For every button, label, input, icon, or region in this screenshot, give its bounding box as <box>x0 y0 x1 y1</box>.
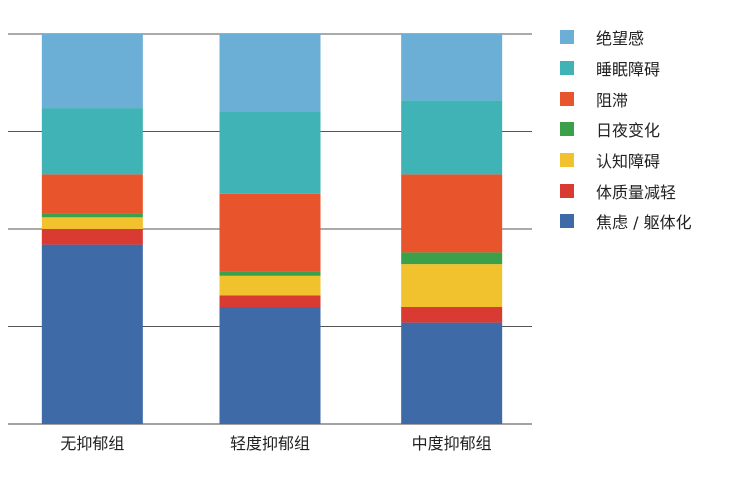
bar-segment <box>219 275 321 296</box>
legend-swatch <box>560 122 574 137</box>
bar-segment <box>41 244 143 424</box>
legend-label: 日夜变化 <box>596 121 661 141</box>
legend-swatch <box>560 153 574 168</box>
bar-segment <box>41 217 143 229</box>
bar-segment <box>41 174 143 214</box>
legend-label: 体质量减轻 <box>596 182 677 202</box>
legend-item: 阻滞 <box>560 83 692 114</box>
bar-segment <box>41 34 143 109</box>
legend-swatch <box>560 61 574 76</box>
legend-swatch <box>560 91 574 106</box>
bar-segment <box>401 174 503 253</box>
legend-item: 体质量减轻 <box>560 175 692 206</box>
x-tick-label: 中度抑郁组 <box>412 434 492 453</box>
bar-segment <box>401 252 503 265</box>
bar-segment <box>219 307 321 424</box>
legend-item: 绝望感 <box>560 22 692 53</box>
legend: 绝望感睡眠障碍阻滞日夜变化认知障碍体质量减轻焦虑 / 躯体化 <box>560 22 692 237</box>
legend-label: 睡眠障碍 <box>596 60 661 80</box>
bar-segment <box>401 264 503 307</box>
bar-segment <box>219 112 321 194</box>
legend-item: 日夜变化 <box>560 114 692 145</box>
legend-label: 焦虑 / 躯体化 <box>596 213 692 233</box>
legend-label: 阻滞 <box>596 90 629 110</box>
bar-segment <box>219 295 321 307</box>
legend-item: 认知障碍 <box>560 145 692 176</box>
x-tick-label: 轻度抑郁组 <box>230 434 310 453</box>
bar-segment <box>219 271 321 276</box>
bar-segment <box>41 213 143 218</box>
bar-segment <box>41 229 143 245</box>
bar-segment <box>41 108 143 175</box>
legend-label: 认知障碍 <box>596 152 661 172</box>
bar-segment <box>401 34 503 101</box>
legend-swatch <box>560 183 574 198</box>
bar-segment <box>401 322 503 424</box>
legend-swatch <box>560 214 574 229</box>
bar-stacks <box>41 34 503 424</box>
legend-label: 绝望感 <box>596 29 645 49</box>
bar-segment <box>219 34 321 112</box>
bar-segment <box>401 100 503 175</box>
x-axis-labels: 无抑郁组 轻度抑郁组 中度抑郁组 <box>60 434 491 453</box>
legend-swatch <box>560 30 574 45</box>
bar-segment <box>219 193 321 272</box>
legend-item: 焦虑 / 躯体化 <box>560 206 692 237</box>
bar-segment <box>401 307 503 323</box>
legend-item: 睡眠障碍 <box>560 53 692 84</box>
x-tick-label: 无抑郁组 <box>60 434 124 453</box>
